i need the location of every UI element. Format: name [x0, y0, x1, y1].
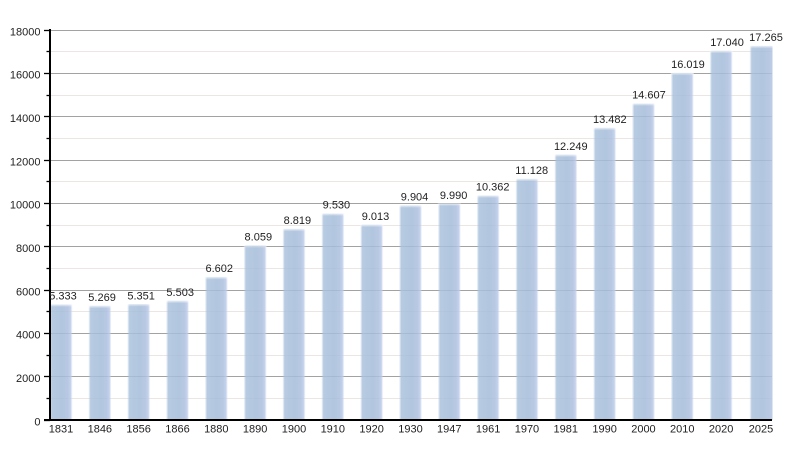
svg-text:12.249: 12.249	[554, 141, 588, 153]
svg-text:16.019: 16.019	[671, 59, 705, 71]
svg-text:9.530: 9.530	[323, 200, 351, 212]
svg-text:14000: 14000	[10, 113, 41, 125]
svg-text:0: 0	[34, 416, 40, 428]
svg-text:1890: 1890	[243, 424, 267, 436]
svg-text:1961: 1961	[476, 424, 500, 436]
svg-text:12000: 12000	[10, 156, 41, 168]
svg-text:9.013: 9.013	[362, 211, 390, 223]
svg-text:14.607: 14.607	[632, 90, 666, 102]
svg-text:8.819: 8.819	[284, 215, 312, 227]
svg-text:11.128: 11.128	[515, 165, 548, 177]
svg-text:5.503: 5.503	[166, 287, 194, 299]
svg-text:1831: 1831	[49, 424, 73, 436]
svg-text:1910: 1910	[321, 424, 345, 436]
svg-text:1981: 1981	[554, 424, 578, 436]
svg-text:2000: 2000	[631, 424, 655, 436]
svg-text:1856: 1856	[126, 424, 150, 436]
svg-text:5.269: 5.269	[88, 292, 116, 304]
svg-text:17.265: 17.265	[749, 32, 783, 44]
svg-text:2020: 2020	[709, 424, 733, 436]
svg-text:10000: 10000	[10, 200, 41, 212]
svg-text:1900: 1900	[282, 424, 306, 436]
svg-text:16000: 16000	[10, 70, 41, 82]
svg-text:2025: 2025	[749, 424, 773, 436]
svg-text:17.040: 17.040	[710, 37, 744, 49]
svg-text:8.059: 8.059	[245, 232, 273, 244]
svg-text:4000: 4000	[16, 330, 40, 342]
svg-text:8000: 8000	[16, 243, 40, 255]
svg-text:1990: 1990	[592, 424, 616, 436]
svg-text:9.990: 9.990	[440, 190, 468, 202]
svg-text:18000: 18000	[10, 26, 41, 38]
svg-text:1970: 1970	[515, 424, 539, 436]
svg-text:5.333: 5.333	[49, 291, 77, 303]
svg-text:5.351: 5.351	[127, 290, 155, 302]
svg-text:1947: 1947	[437, 424, 461, 436]
svg-text:6.602: 6.602	[205, 263, 233, 275]
svg-text:1880: 1880	[204, 424, 228, 436]
svg-text:1920: 1920	[359, 424, 383, 436]
svg-text:1866: 1866	[165, 424, 189, 436]
svg-text:1846: 1846	[88, 424, 112, 436]
svg-text:6000: 6000	[16, 286, 40, 298]
svg-text:9.904: 9.904	[401, 192, 429, 204]
svg-text:2000: 2000	[16, 373, 40, 385]
svg-text:1930: 1930	[398, 424, 422, 436]
svg-text:2010: 2010	[670, 424, 694, 436]
svg-text:13.482: 13.482	[593, 114, 627, 126]
svg-text:10.362: 10.362	[476, 182, 510, 194]
